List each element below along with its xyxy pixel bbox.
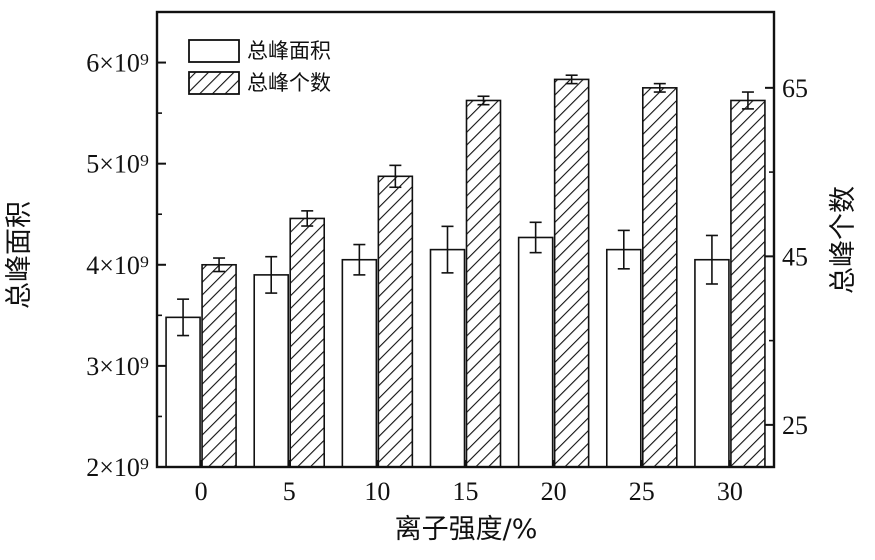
right-axis: 25 45 65 [765,74,808,440]
bar-count-30 [730,99,766,468]
error-bar-count-10 [389,164,402,189]
left-axis: 2×10⁹ 3×10⁹ 4×10⁹ 5×10⁹ 6×10⁹ [86,49,166,482]
bar-count-20 [553,78,590,468]
error-bar-count-0 [213,257,226,273]
right-tick-label: 45 [782,242,808,271]
error-bar-area-0 [177,298,190,337]
left-tick-label: 6×10⁹ [86,49,149,78]
bar-count-5 [289,217,326,468]
error-bar-area-25 [617,229,630,270]
error-bar-area-5 [265,255,278,294]
legend: 总峰面积 总峰个数 [188,39,331,95]
bar-count-0 [201,263,237,468]
error-bar-count-20 [565,74,578,85]
left-axis-title: 总峰面积 [4,201,35,309]
error-bar-count-15 [477,95,490,106]
error-bar-count-25 [653,82,666,93]
x-tick-label: 15 [453,477,479,506]
x-axis: 0 5 10 15 20 25 30 [195,460,743,506]
bar-area-15 [429,248,466,468]
error-bar-area-10 [353,243,366,276]
x-tick-label: 5 [283,477,296,506]
bar-count-10 [377,175,414,468]
error-bar-area-30 [705,234,718,285]
bar-count-25 [641,87,678,468]
legend-label-area: 总峰面积 [247,39,331,63]
legend-label-count: 总峰个数 [247,71,331,95]
x-tick-label: 30 [717,477,743,506]
x-tick-label: 0 [195,477,208,506]
bar-area-0 [165,316,201,468]
right-axis-title: 总峰个数 [828,186,859,294]
bar-area-30 [694,258,730,468]
bar-area-20 [517,236,554,468]
x-tick-label: 25 [629,477,655,506]
error-bar-count-5 [301,210,314,227]
left-tick-label: 3×10⁹ [86,352,149,381]
bar-area-5 [253,274,290,468]
bars-layer [165,78,766,468]
x-axis-title: 离子强度/% [395,514,538,545]
error-bars-layer [177,74,754,337]
legend-swatch-area [188,39,240,63]
bar-count-15 [465,99,502,468]
x-tick-label: 10 [364,477,390,506]
left-tick-label: 2×10⁹ [86,453,149,482]
error-bar-area-15 [441,225,454,274]
bar-area-25 [605,248,642,468]
left-tick-label: 5×10⁹ [86,150,149,179]
x-tick-label: 20 [541,477,567,506]
error-bar-count-30 [741,91,754,110]
bar-area-10 [341,258,378,468]
left-tick-label: 4×10⁹ [86,251,149,280]
legend-swatch-count [188,71,240,95]
error-bar-area-20 [529,221,542,254]
right-tick-label: 25 [782,411,808,440]
right-tick-label: 65 [782,74,808,103]
